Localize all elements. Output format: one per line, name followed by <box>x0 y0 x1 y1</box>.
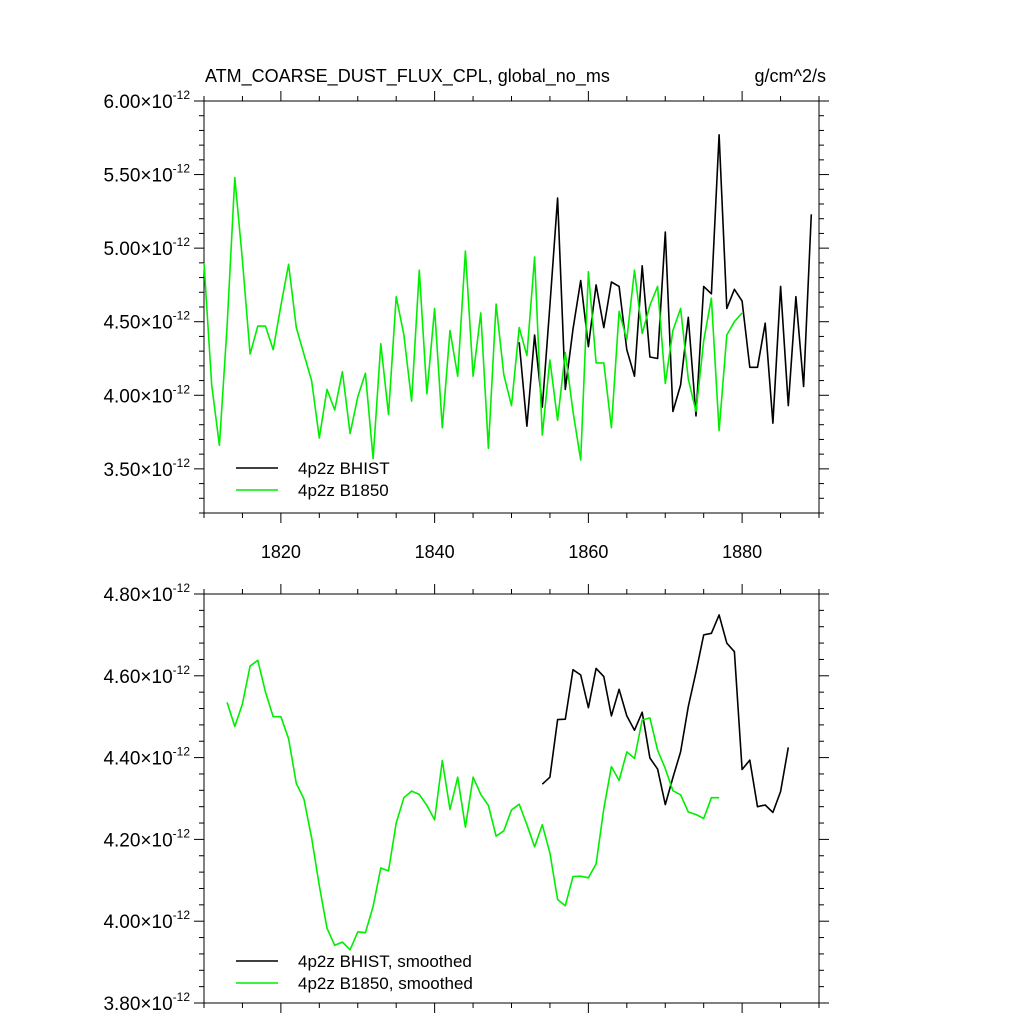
x-tick-label: 1880 <box>722 542 762 562</box>
y-tick-label: 4.40×10-12 <box>103 745 190 770</box>
y-tick-label: 5.00×10-12 <box>103 235 190 260</box>
y-tick-label: 4.80×10-12 <box>103 581 190 606</box>
series-line-bhist <box>541 614 790 814</box>
y-tick-label: 4.60×10-12 <box>103 663 190 688</box>
y-tick-label: 6.00×10-12 <box>103 88 190 113</box>
plot-frame <box>203 593 820 1004</box>
legend-label: 4p2z BHIST, smoothed <box>298 952 472 971</box>
series-line-b1850 <box>203 176 743 461</box>
chart-title: ATM_COARSE_DUST_FLUX_CPL, global_no_ms <box>205 66 610 87</box>
legend-label: 4p2z B1850 <box>298 481 389 500</box>
y-tick-label: 3.50×10-12 <box>103 456 190 481</box>
top-panel: 1820 1840 1860 1880 3.50×10-12 4.00×10-12 4.50… <box>103 88 829 562</box>
x-tick-label: 1860 <box>568 542 608 562</box>
y-tick-label: 3.80×10-12 <box>103 990 190 1015</box>
y-tick-label: 4.20×10-12 <box>103 826 190 851</box>
y-tick-label: 4.00×10-12 <box>103 382 190 407</box>
legend-label: 4p2z B1850, smoothed <box>298 974 473 993</box>
bottom-panel: 3.80×10-12 4.00×10-12 4.20×10-12 4.40×10-12… <box>103 581 829 1015</box>
chart-units: g/cm^2/s <box>755 66 826 86</box>
x-tick-label: 1840 <box>415 542 455 562</box>
y-tick-label: 4.50×10-12 <box>103 309 190 334</box>
y-tick-label: 4.00×10-12 <box>103 908 190 933</box>
y-tick-label: 5.50×10-12 <box>103 162 190 187</box>
legend-label: 4p2z BHIST <box>298 459 390 478</box>
series-line-b1850 <box>226 659 720 951</box>
x-tick-label: 1820 <box>261 542 301 562</box>
